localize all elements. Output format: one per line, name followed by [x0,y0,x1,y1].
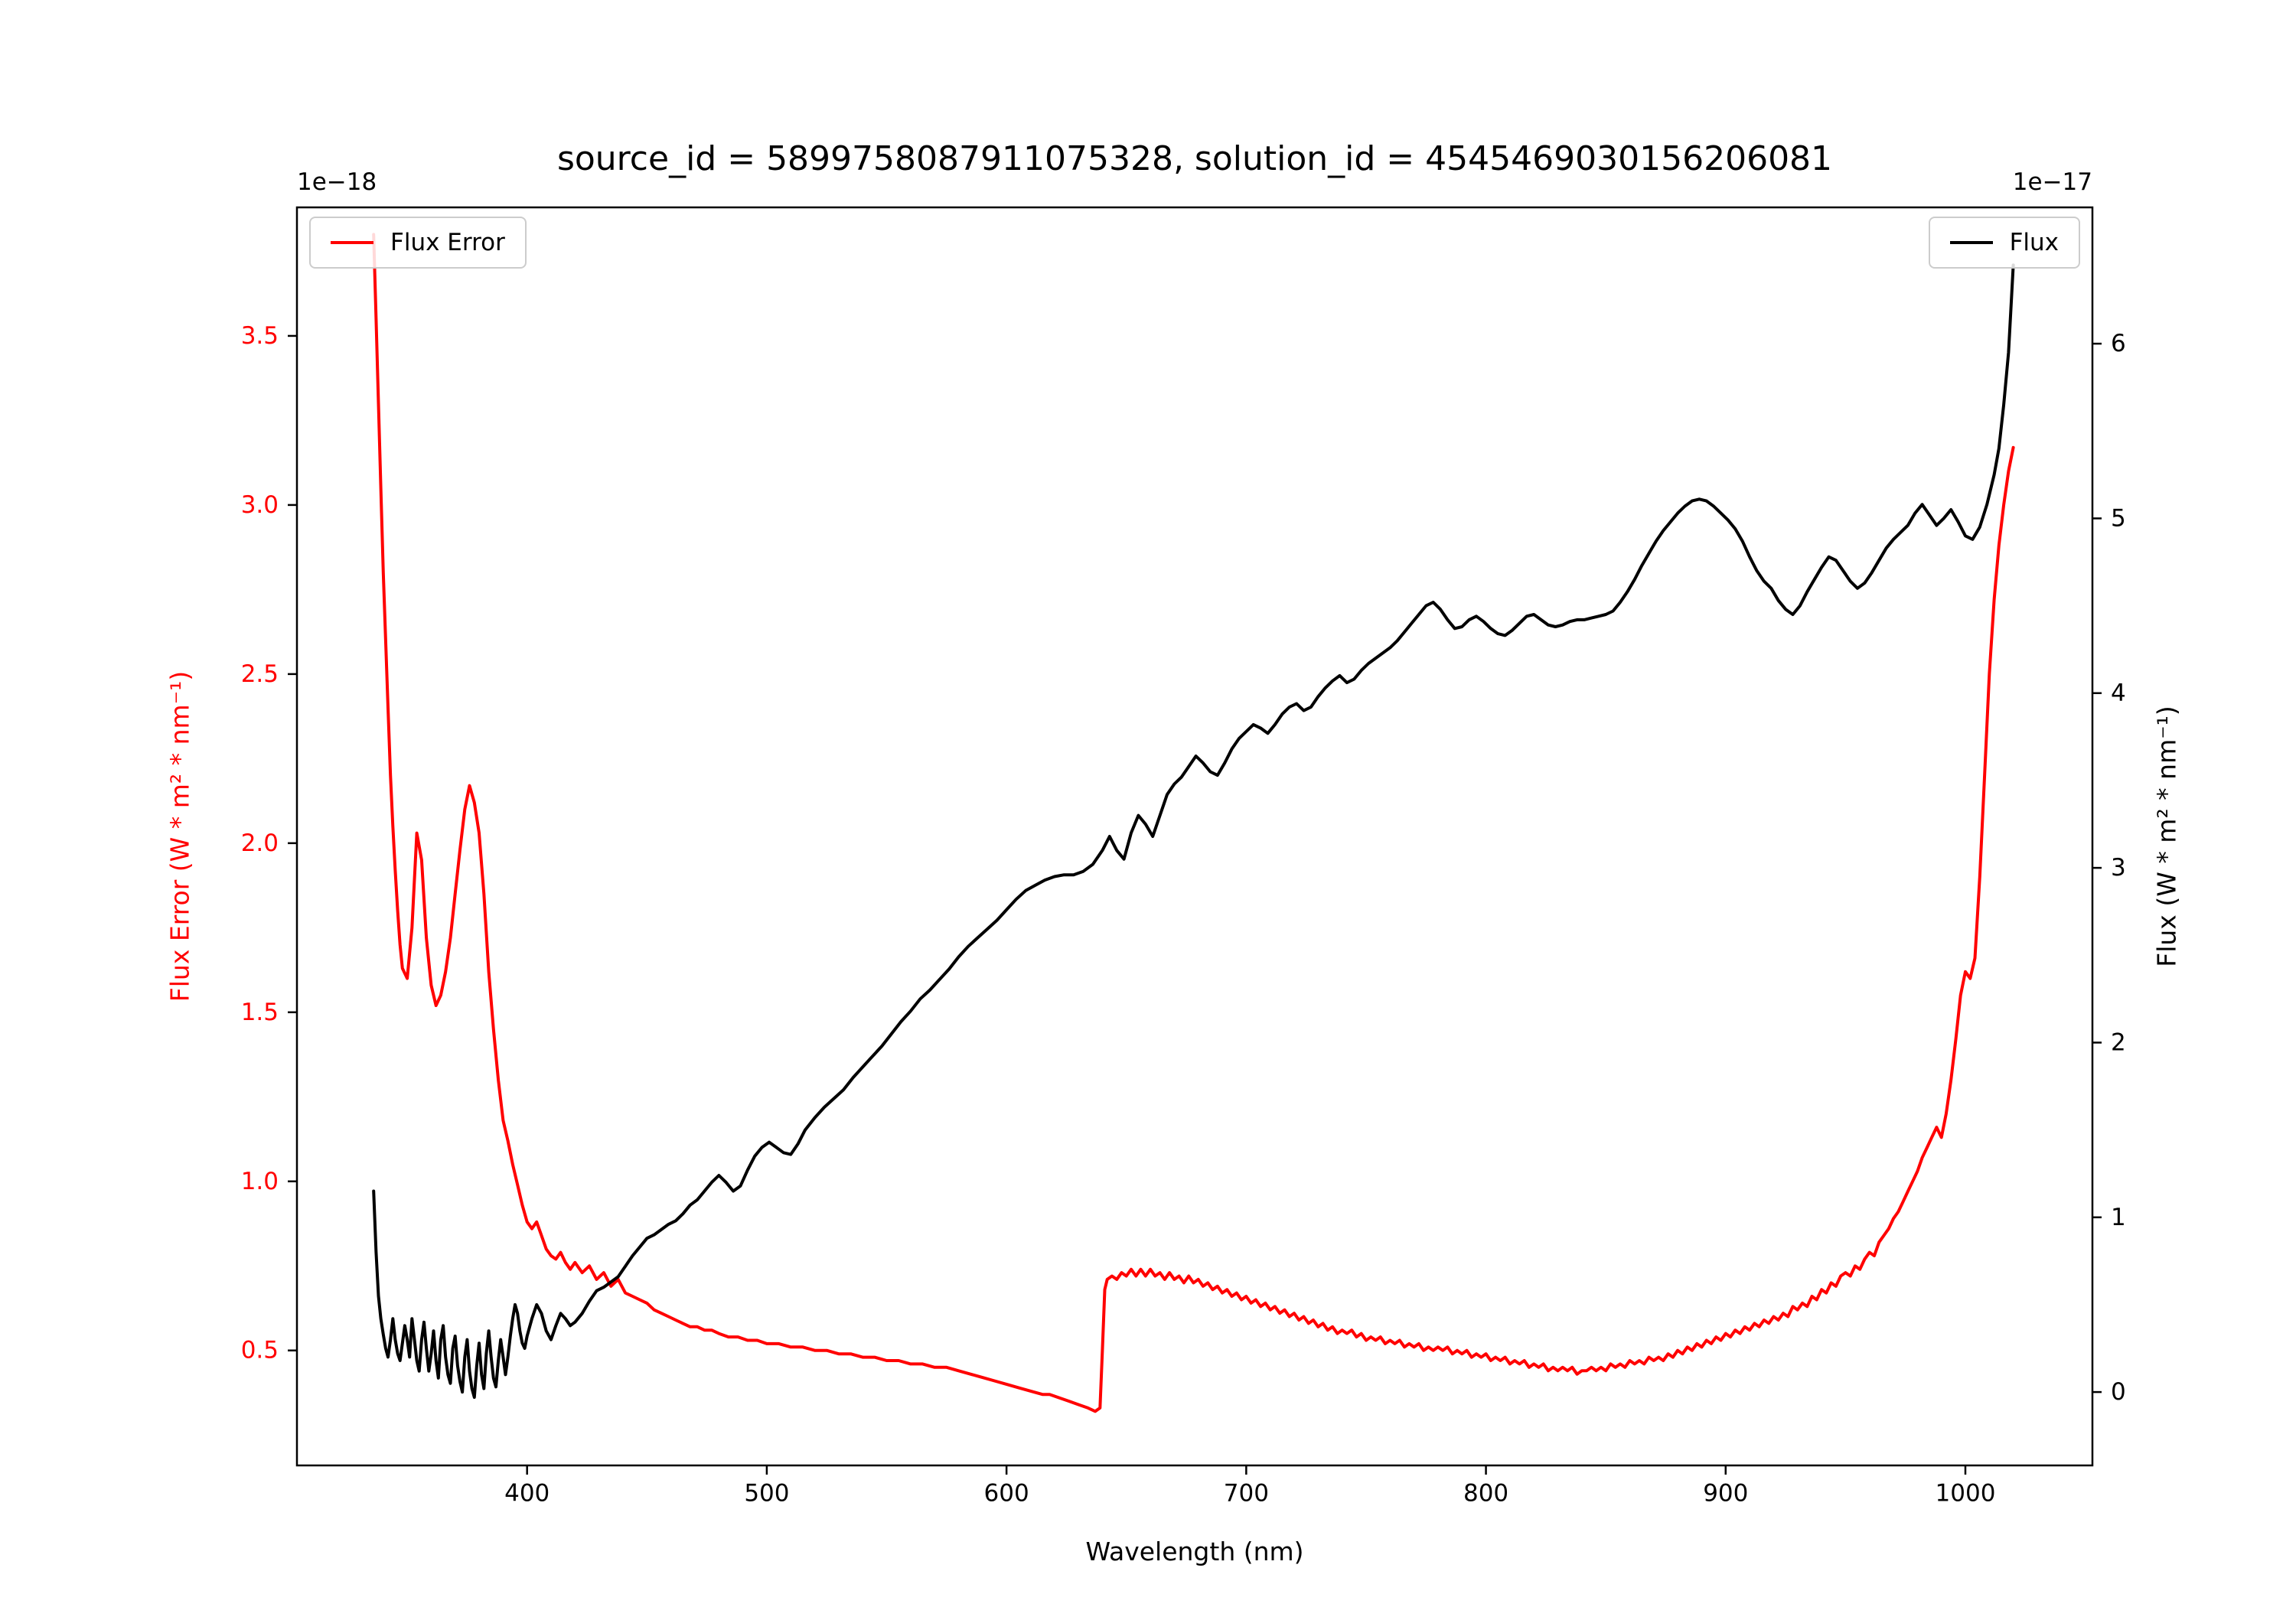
y-tick-label-right: 3 [2111,854,2126,882]
legend-flux-error: Flux Error [309,217,527,269]
x-tick-label: 600 [984,1479,1029,1507]
legend-flux: Flux [1928,217,2080,269]
y-tick-label-right: 4 [2111,680,2126,707]
y-tick-label-right: 5 [2111,504,2126,532]
y-tick-label-left: 0.5 [241,1337,279,1364]
y-tick-label-right: 2 [2111,1028,2126,1056]
flux-line [372,263,2015,1399]
flux-error-legend-label: Flux Error [390,229,505,256]
x-tick-label: 900 [1703,1479,1748,1507]
y-tick-label-right: 6 [2111,330,2126,357]
x-tick-label: 700 [1224,1479,1269,1507]
y-tick-label-left: 1.5 [241,999,279,1026]
x-tick-label: 500 [744,1479,789,1507]
y-tick-label-left: 3.5 [241,322,279,350]
y-tick-label-left: 2.5 [241,660,279,688]
flux-error-legend-line-icon [331,241,373,244]
x-axis-label: Wavelength (nm) [1085,1537,1304,1566]
y-tick-label-left: 3.0 [241,491,279,519]
right-axis-offset-text: 1e−17 [2012,168,2092,196]
x-tick-label: 800 [1463,1479,1508,1507]
y-tick-label-right: 1 [2111,1204,2126,1231]
flux-error-line [372,233,2015,1413]
x-tick-label: 400 [504,1479,550,1507]
flux-legend-label: Flux [2009,229,2059,256]
y-tick-label-right: 0 [2111,1378,2126,1406]
x-tick-label: 1000 [1936,1479,1996,1507]
y-tick-label-left: 2.0 [241,830,279,857]
right-y-axis-label: Flux (W * m² * nm⁻¹) [2151,706,2182,967]
left-y-axis-label: Flux Error (W * m² * nm⁻¹) [165,670,195,1002]
chart-title: source_id = 5899758087911075328, solutio… [556,139,1833,178]
left-axis-offset-text: 1e−18 [297,168,377,196]
flux-legend-line-icon [1949,241,1993,244]
axes-border [295,206,2094,1467]
y-tick-label-left: 1.0 [241,1168,279,1195]
